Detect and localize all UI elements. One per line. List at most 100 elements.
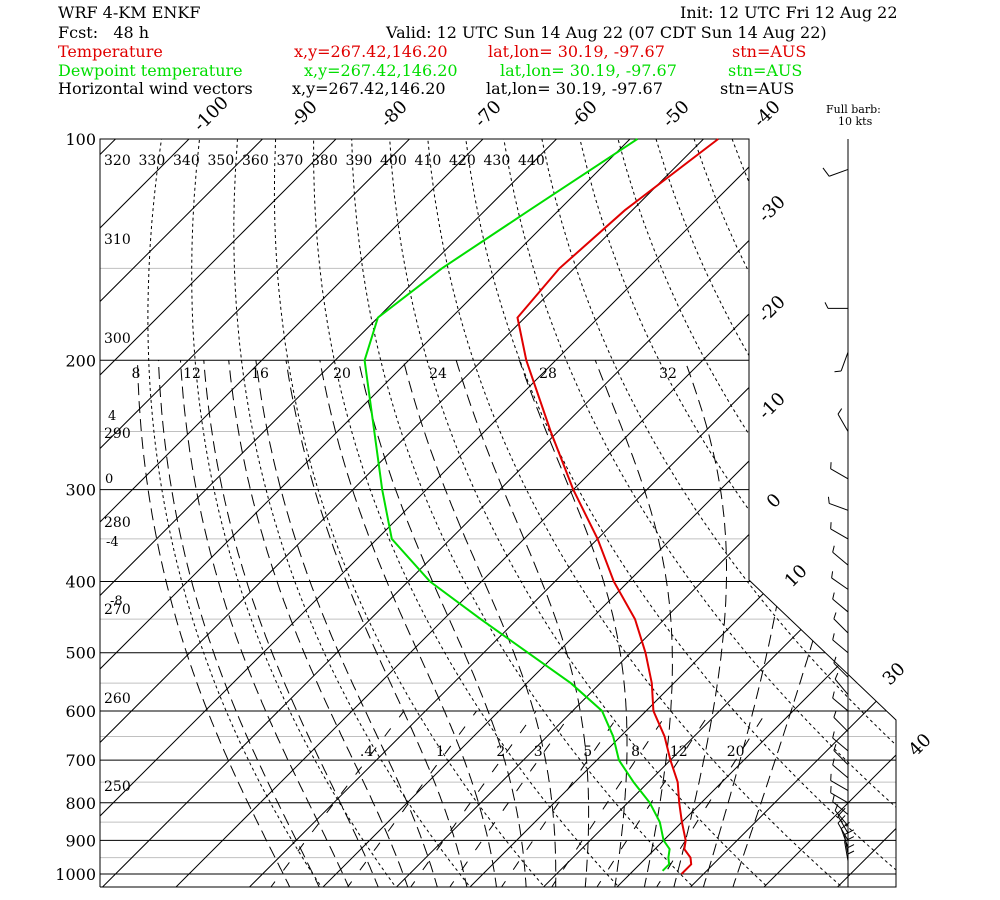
temperature-tick-label: -40 (749, 96, 784, 131)
isotherm-line (393, 139, 896, 887)
isotherm-line (908, 123, 1000, 890)
wind-barb (822, 167, 849, 177)
wind-barb (830, 462, 849, 480)
theta-label: 340 (173, 153, 200, 169)
sounding-profiles (363, 138, 719, 875)
theta-e-label: 24 (429, 366, 447, 382)
moist-adiabat-line (255, 360, 439, 887)
theta-label: 380 (311, 153, 338, 169)
dry-adiabat-line (731, 139, 896, 887)
valid-time: Valid: 12 UTC Sun 14 Aug 22 (07 CDT Sun … (386, 23, 827, 42)
theta-labels-top: 320 330 340 350 360 370 380 390 400 410 420 430 440 (104, 153, 545, 169)
wind-barb (830, 786, 849, 804)
wetbulb-labels: 4 0 -4 -8 (105, 409, 123, 609)
pressure-tick-label: 600 (65, 702, 96, 721)
moist-adiabat-line (402, 360, 557, 887)
moist-adiabat-line (702, 360, 793, 887)
temperature-tick-label: -90 (286, 96, 321, 131)
mixing-ratio-label: 1 (436, 744, 445, 760)
wind-barb (832, 592, 849, 613)
right-temperature-labels: -30 -20 -10 0 10 30 40 (754, 191, 935, 760)
pressure-tick-label: 200 (65, 351, 96, 370)
wetbulb-label: 0 (105, 472, 113, 487)
isotherm-line (834, 139, 896, 887)
isotherm-line (0, 123, 58, 890)
legend-series-name: Horizontal wind vectors (58, 79, 253, 98)
dry-adiabat-line (465, 139, 896, 887)
pressure-tick-label: 900 (65, 831, 96, 850)
theta-label: 290 (104, 426, 131, 442)
wind-barb (831, 571, 849, 590)
model-title: WRF 4-KM ENKF (58, 3, 201, 22)
theta-e-labels: 8 12 16 20 24 28 32 (132, 366, 677, 382)
isotherm-line (100, 139, 868, 887)
isotherm-line (100, 139, 280, 887)
theta-label: 400 (380, 153, 407, 169)
wetbulb-label: 4 (108, 409, 116, 424)
init-time: Init: 12 UTC Fri 12 Aug 22 (680, 3, 898, 22)
theta-label: 250 (104, 779, 131, 795)
pressure-tick-label: 800 (65, 794, 96, 813)
theta-label: 430 (484, 153, 511, 169)
legend-latlon: lat,lon= 30.19, -97.67 (486, 79, 663, 98)
theta-label: 370 (277, 153, 304, 169)
dry-adiabat-line (191, 139, 399, 887)
isotherm-line (540, 139, 896, 887)
pressure-tick-label: 300 (65, 481, 96, 500)
moist-adiabat-line (455, 360, 590, 887)
wind-barb (844, 836, 855, 862)
dry-adiabat-line (389, 139, 771, 887)
dry-adiabat-line (769, 139, 896, 887)
dry-adiabat-line (922, 139, 1000, 890)
dry-adiabat-line (655, 139, 896, 887)
isotherm-line (467, 139, 896, 887)
wind-barb (840, 821, 850, 848)
theta-label: 440 (518, 153, 545, 169)
theta-label: 270 (104, 602, 131, 618)
temperature-tick-label: -30 (754, 191, 789, 226)
dry-adiabat-line (273, 139, 548, 887)
pressure-tick-label: 1000 (55, 865, 96, 884)
wind-barb (837, 815, 849, 841)
isotherm-line (761, 139, 896, 887)
wind-barb (832, 633, 849, 654)
mixing-ratio-label: 3 (534, 744, 543, 760)
wind-barb (832, 731, 849, 752)
dry-adiabat-line (503, 139, 896, 887)
moist-adiabat-line (137, 360, 292, 887)
theta-label: 320 (104, 153, 131, 169)
legend-coords: x,y=267.42,146.20 (304, 61, 458, 80)
wind-barb (824, 302, 848, 309)
pressure-tick-label: 100 (65, 130, 96, 149)
isotherm-line (100, 139, 794, 887)
moist-adiabat-line (594, 360, 673, 887)
theta-label: 360 (242, 153, 269, 169)
theta-e-label: 20 (333, 366, 351, 382)
dry-adiabat-line (147, 139, 324, 887)
isotherm-line (100, 139, 353, 887)
mixing-ratio-label: 2 (496, 744, 505, 760)
legend-series-name: Dewpoint temperature (58, 61, 243, 80)
theta-label: 390 (346, 153, 373, 169)
mixing-ratio-line (654, 710, 768, 887)
dry-adiabat-line (233, 139, 473, 887)
dry-adiabat-line (845, 139, 896, 887)
moist-adiabat-line (158, 360, 321, 887)
theta-label: 410 (415, 153, 442, 169)
wind-barb (834, 672, 849, 695)
dry-adiabat-line (807, 139, 896, 887)
wind-barb (837, 807, 849, 834)
isotherm-line (614, 139, 896, 887)
wind-barb (832, 545, 849, 566)
mixing-ratio-line (268, 710, 405, 887)
wind-barb (834, 352, 849, 373)
temperature-tick-label: 0 (763, 490, 786, 513)
theta-e-label: 8 (132, 366, 141, 382)
legend-coords: x,y=267.42,146.20 (294, 42, 448, 61)
dry-adiabat-line (427, 139, 846, 887)
mixing-ratio-labels: .4 1 2 3 5 8 12 20 (360, 744, 745, 760)
dry-adiabat-line (883, 139, 896, 887)
mixing-ratio-label: .4 (360, 744, 373, 760)
mixing-ratio-label: 5 (583, 744, 592, 760)
wind-barb (847, 850, 855, 874)
